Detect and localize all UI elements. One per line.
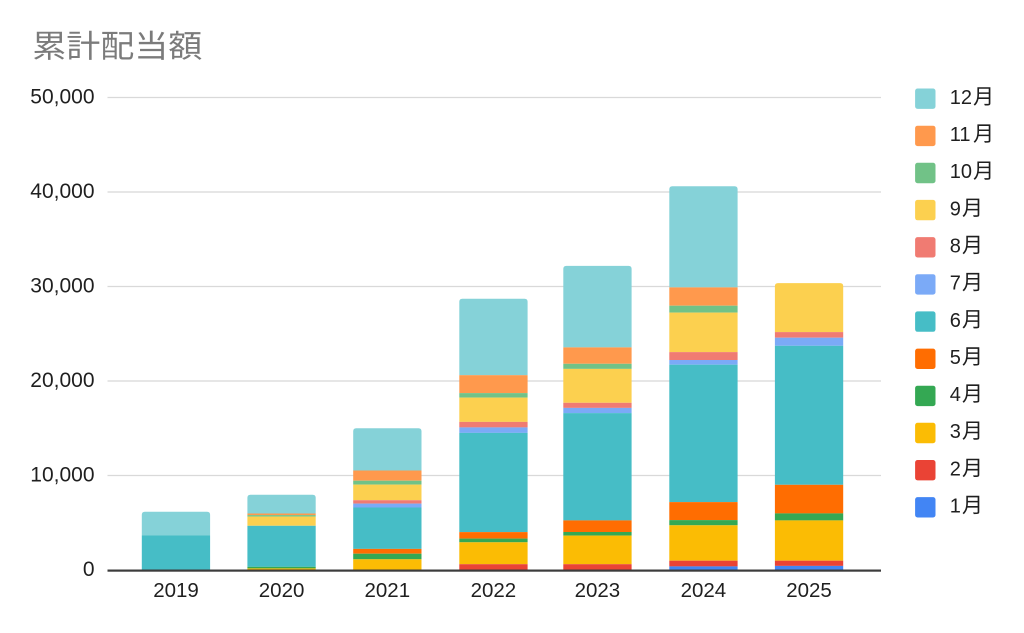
- svg-text:50,000: 50,000: [30, 86, 94, 109]
- svg-text:2025: 2025: [786, 579, 832, 602]
- svg-text:2022: 2022: [471, 579, 517, 602]
- svg-text:2020: 2020: [259, 579, 305, 602]
- svg-text:7: 7: [950, 273, 961, 295]
- svg-text:40,000: 40,000: [30, 180, 94, 203]
- svg-text:5: 5: [950, 347, 961, 369]
- svg-text:0: 0: [83, 558, 95, 581]
- svg-text:20,000: 20,000: [30, 369, 94, 392]
- svg-text:10: 10: [950, 161, 972, 183]
- svg-text:11: 11: [950, 124, 971, 146]
- svg-text:9: 9: [950, 198, 961, 220]
- svg-text:4: 4: [950, 384, 961, 406]
- svg-text:12: 12: [950, 87, 972, 109]
- svg-text:2024: 2024: [681, 579, 727, 602]
- svg-text:2019: 2019: [153, 579, 199, 602]
- svg-text:10,000: 10,000: [30, 464, 94, 487]
- svg-text:2023: 2023: [575, 579, 621, 602]
- svg-text:6: 6: [950, 310, 961, 332]
- svg-text:2021: 2021: [364, 579, 410, 602]
- svg-text:30,000: 30,000: [30, 275, 94, 298]
- svg-text:2: 2: [950, 458, 961, 480]
- svg-text:3: 3: [950, 421, 961, 443]
- svg-text:8: 8: [950, 236, 961, 258]
- svg-text:1: 1: [950, 496, 961, 518]
